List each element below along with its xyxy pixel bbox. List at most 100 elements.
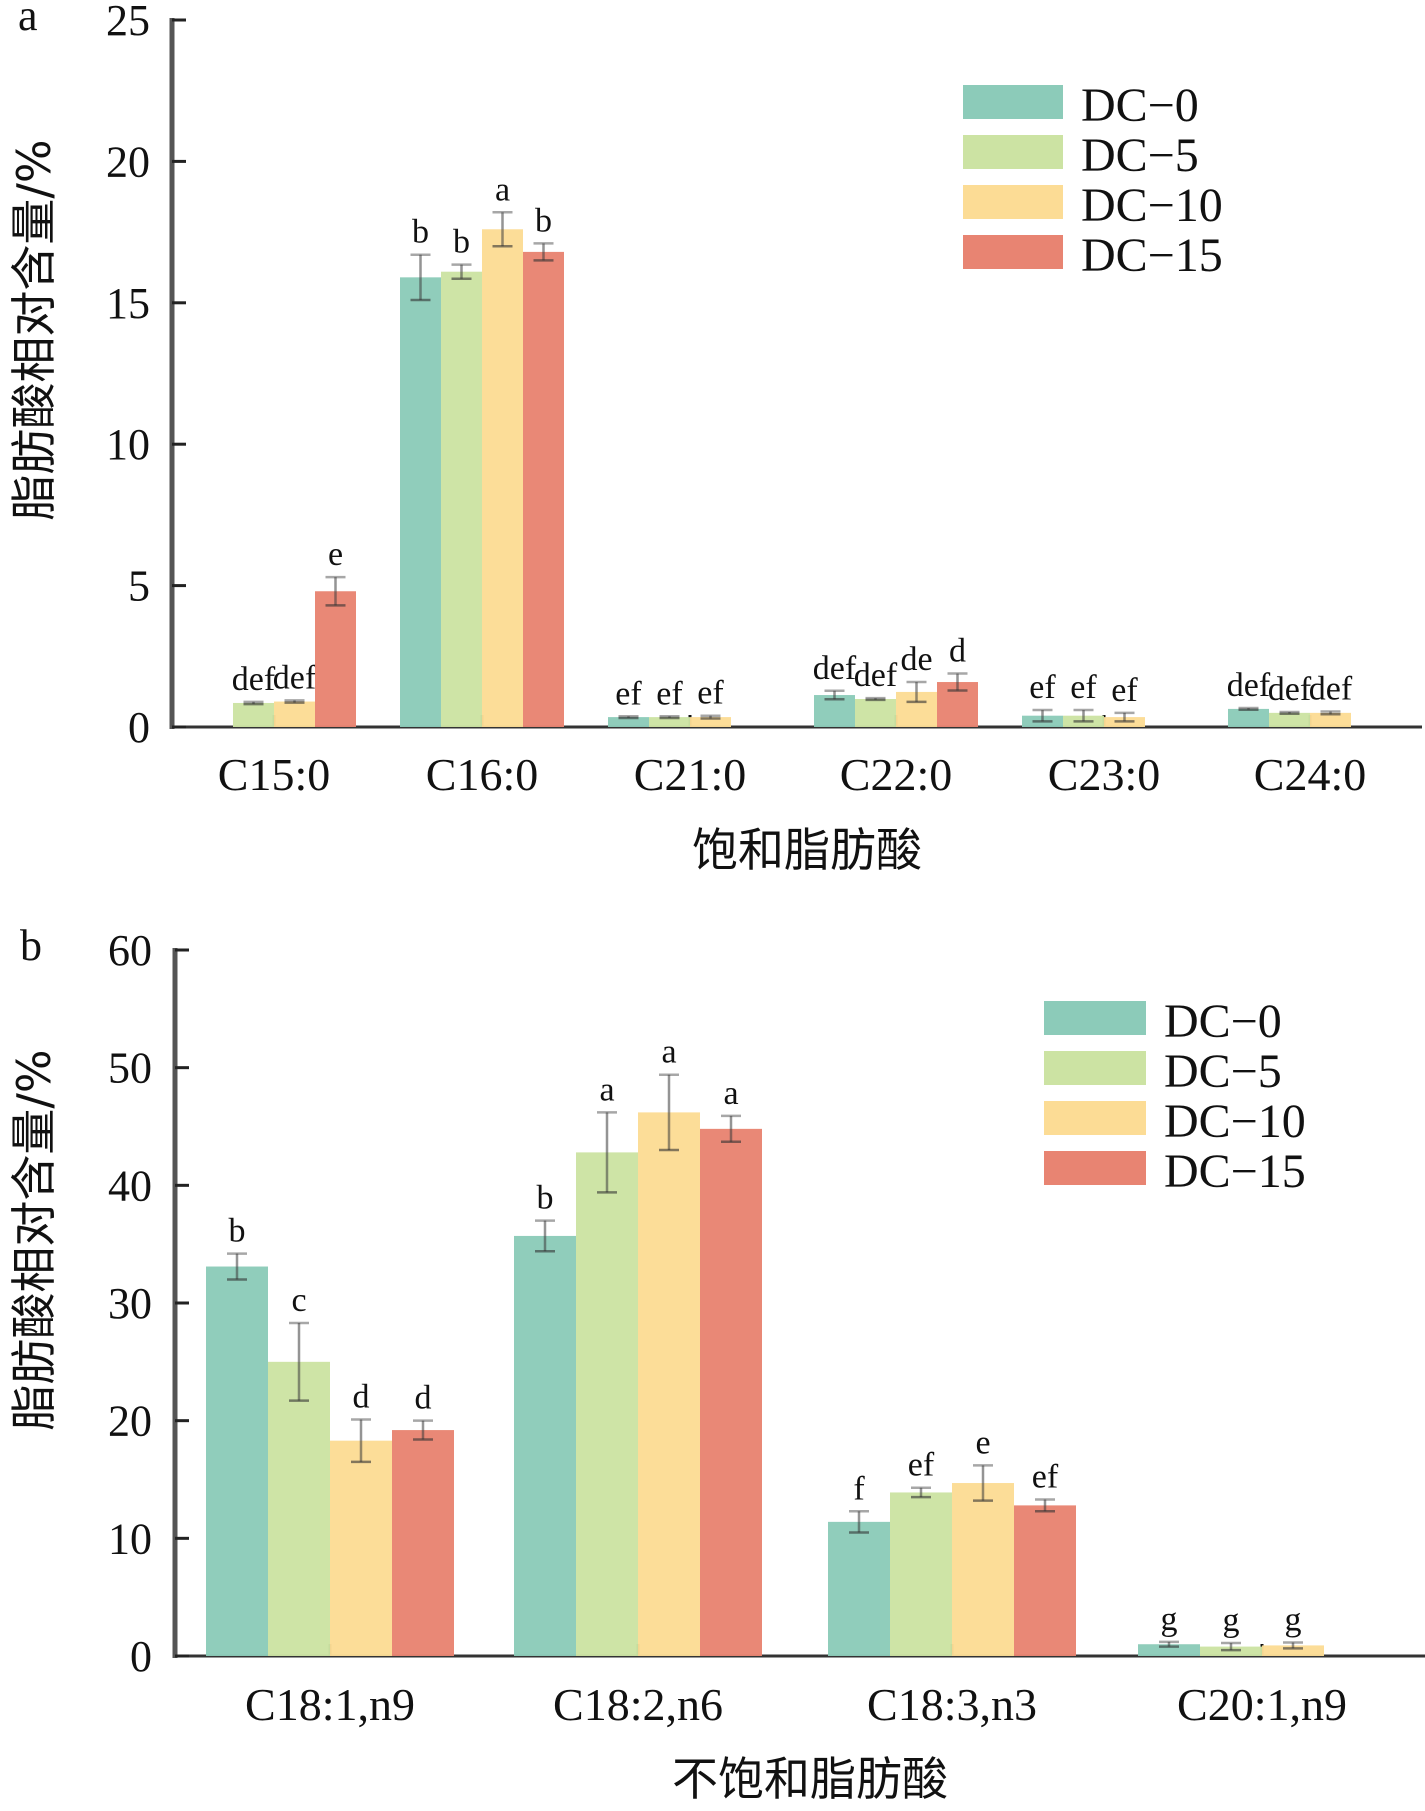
significance-label: g — [1285, 1601, 1302, 1638]
y-tick-label: 40 — [108, 1161, 152, 1210]
x-category-label: C20:1,n9 — [1177, 1679, 1347, 1730]
legend-swatch — [963, 235, 1063, 269]
y-tick-label: 25 — [106, 0, 150, 45]
significance-label: b — [537, 1180, 554, 1217]
significance-label: def — [1227, 667, 1271, 704]
legend-swatch — [963, 185, 1063, 219]
significance-label: e — [975, 1424, 990, 1461]
significance-label: g — [1161, 1601, 1178, 1638]
y-tick-label: 5 — [128, 562, 150, 611]
bar — [890, 1492, 952, 1656]
bar — [441, 271, 482, 727]
significance-label: e — [328, 536, 343, 573]
y-tick-label: 30 — [108, 1279, 152, 1328]
panel-a-letter: a — [18, 0, 38, 40]
x-category-label: C23:0 — [1048, 749, 1160, 800]
bar — [700, 1128, 762, 1656]
x-category-label: C16:0 — [426, 749, 538, 800]
legend-swatch — [1044, 1051, 1146, 1085]
significance-label: a — [661, 1034, 676, 1071]
legend-label: DC−5 — [1081, 129, 1199, 182]
y-tick-label: 0 — [128, 703, 150, 752]
legend-label: DC−5 — [1164, 1045, 1282, 1098]
significance-label: d — [415, 1380, 432, 1417]
significance-label: de — [900, 641, 932, 678]
legend-label: DC−10 — [1164, 1095, 1306, 1148]
significance-label: def — [813, 650, 857, 687]
x-category-label: C18:2,n6 — [553, 1679, 723, 1730]
significance-label: ef — [1111, 672, 1138, 709]
bar — [608, 717, 649, 727]
y-tick-label: 60 — [108, 926, 152, 975]
significance-label: b — [535, 202, 552, 239]
bar — [649, 717, 690, 727]
significance-label: def — [232, 661, 276, 698]
significance-label: ef — [697, 675, 724, 712]
bar — [1014, 1505, 1076, 1656]
significance-label: g — [1223, 1602, 1240, 1639]
bar — [482, 229, 523, 727]
bar — [690, 717, 731, 727]
y-tick-label: 10 — [108, 1514, 152, 1563]
legend-label: DC−0 — [1164, 995, 1282, 1048]
legend-label: DC−10 — [1081, 179, 1223, 232]
significance-label: def — [273, 659, 317, 696]
significance-label: c — [291, 1282, 306, 1319]
significance-label: def — [1309, 670, 1353, 707]
significance-label: d — [949, 633, 966, 670]
significance-label: f — [853, 1470, 865, 1507]
bar — [855, 699, 896, 727]
y-tick-label: 50 — [108, 1044, 152, 1093]
bar — [233, 702, 274, 727]
bar — [514, 1235, 576, 1656]
x-category-label: C22:0 — [840, 749, 952, 800]
x-category-label: C21:0 — [634, 749, 746, 800]
x-category-label: C15:0 — [218, 749, 330, 800]
x-category-label: C18:3,n3 — [867, 1679, 1037, 1730]
significance-label: a — [495, 171, 510, 208]
significance-label: b — [412, 214, 429, 251]
y-tick-label: 20 — [108, 1397, 152, 1446]
x-category-label: C24:0 — [1254, 749, 1366, 800]
significance-label: ef — [1032, 1459, 1059, 1496]
x-axis-title: 饱和脂肪酸 — [692, 823, 922, 877]
legend-swatch — [1044, 1001, 1146, 1035]
y-axis-title: 脂肪酸相对含量/% — [7, 139, 61, 520]
y-axis-title: 脂肪酸相对含量/% — [7, 1049, 61, 1430]
bar — [315, 591, 356, 727]
bar — [1228, 708, 1269, 727]
bar — [1269, 712, 1310, 727]
bar — [392, 1430, 454, 1656]
y-tick-label: 10 — [106, 420, 150, 469]
y-tick-label: 15 — [106, 279, 150, 328]
significance-label: a — [599, 1071, 614, 1108]
legend-swatch — [963, 85, 1063, 119]
legend-label: DC−0 — [1081, 79, 1199, 132]
bar — [952, 1483, 1014, 1656]
legend-label: DC−15 — [1081, 229, 1223, 282]
y-tick-label: 0 — [130, 1632, 152, 1681]
significance-label: ef — [908, 1447, 935, 1484]
bar — [268, 1361, 330, 1656]
bar — [1310, 712, 1351, 727]
bar — [206, 1266, 268, 1656]
bar — [1138, 1644, 1200, 1656]
x-axis-title: 不饱和脂肪酸 — [672, 1752, 948, 1806]
significance-label: a — [723, 1075, 738, 1112]
significance-label: b — [229, 1213, 246, 1250]
bar — [828, 1521, 890, 1656]
bar — [400, 277, 441, 727]
bar — [576, 1152, 638, 1656]
legend-label: DC−15 — [1164, 1145, 1306, 1198]
significance-label: d — [353, 1378, 370, 1415]
legend-swatch — [1044, 1151, 1146, 1185]
significance-label: ef — [615, 675, 642, 712]
panel-b-letter: b — [20, 921, 42, 970]
panel-b-chart: b 0 10 20 30 40 50 60 C18:1,n9 b c d d C18:2,n6 b a a a C… — [7, 921, 1425, 1806]
bar — [330, 1440, 392, 1656]
significance-label: ef — [1029, 669, 1056, 706]
legend-swatch — [1044, 1101, 1146, 1135]
significance-label: def — [1268, 671, 1312, 708]
